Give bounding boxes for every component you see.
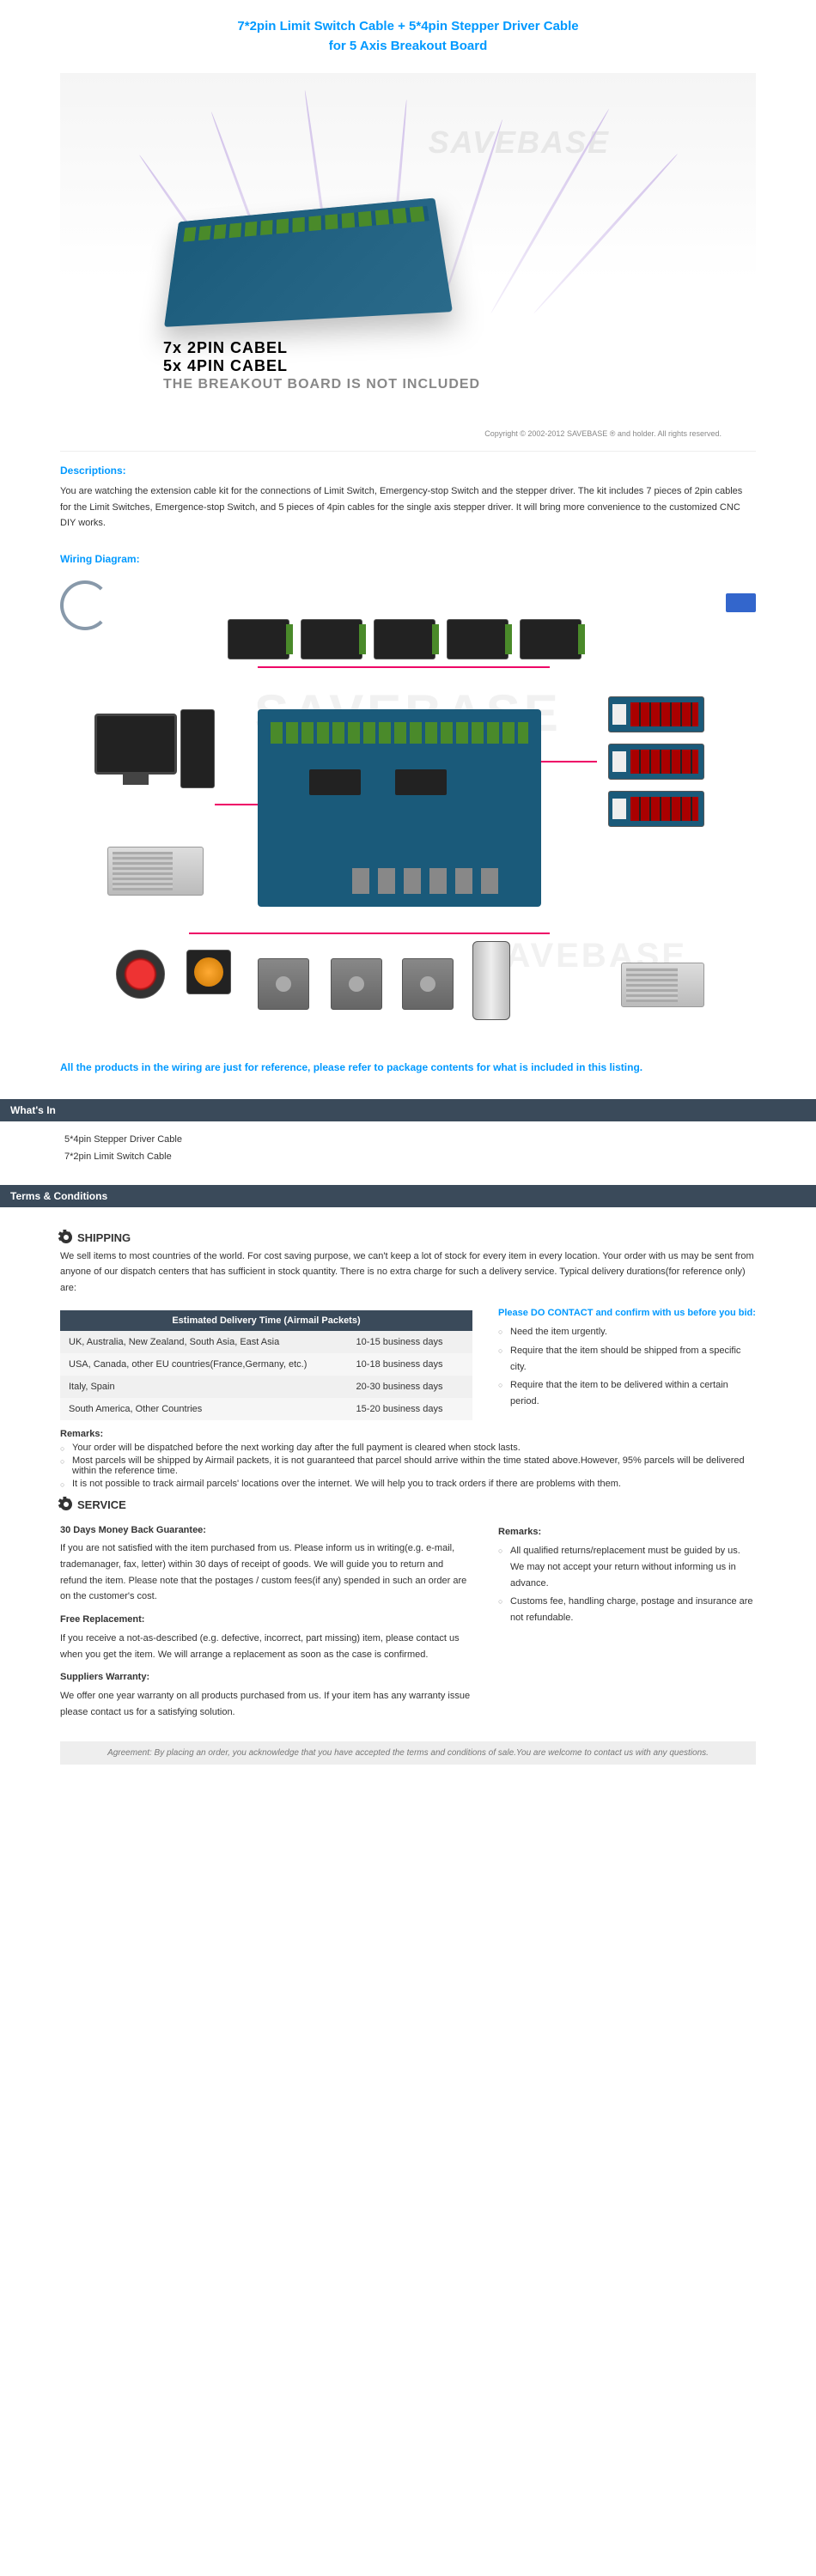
agreement: Agreement: By placing an order, you ackn… (60, 1741, 756, 1765)
gear-icon (60, 1498, 72, 1510)
terms-header: Terms & Conditions (0, 1185, 816, 1207)
delivery-table: Estimated Delivery Time (Airmail Packets… (60, 1310, 472, 1420)
shipping-title: SHIPPING (60, 1224, 756, 1249)
product-title: 7*2pin Limit Switch Cable + 5*4pin Stepp… (60, 9, 756, 73)
product-image: SAVEBASE 7x 2PIN CABEL 5x 4PIN CABEL THE… (60, 73, 756, 416)
whats-in-header: What's In (0, 1099, 816, 1121)
descriptions-heading: Descriptions: (60, 452, 756, 483)
wiring-heading: Wiring Diagram: (60, 540, 756, 572)
service-remarks: All qualified returns/replacement must b… (498, 1543, 756, 1625)
package-contents: 5*4pin Stepper Driver Cable 7*2pin Limit… (60, 1121, 756, 1176)
description-text: You are watching the extension cable kit… (60, 483, 756, 540)
service-title: SERVICE (60, 1492, 756, 1516)
wiring-diagram: SAVEBASE SAVEBASE (60, 580, 756, 1044)
reference-note: All the products in the wiring are just … (60, 1053, 756, 1082)
copyright: Copyright © 2002-2012 SAVEBASE ® and hol… (60, 425, 756, 452)
gear-icon (60, 1231, 72, 1243)
confirm-list: Need the item urgently. Require that the… (498, 1324, 756, 1409)
shipping-remarks: Your order will be dispatched before the… (60, 1443, 756, 1489)
